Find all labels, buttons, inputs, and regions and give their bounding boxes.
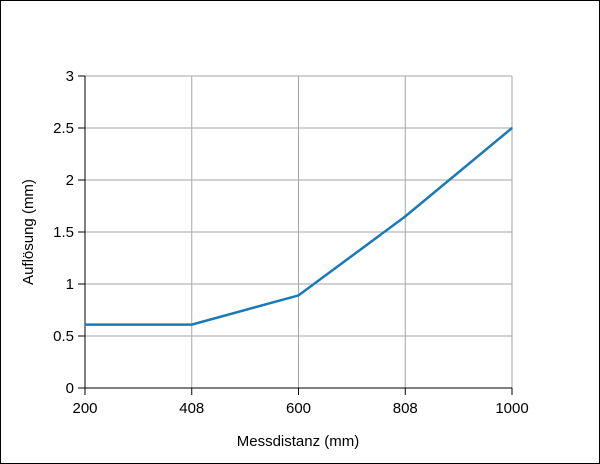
y-tick-label: 1.5 bbox=[53, 224, 74, 241]
data-point bbox=[404, 215, 407, 218]
y-axis-label: Auflösung (mm) bbox=[20, 179, 37, 285]
x-tick-label: 1000 bbox=[495, 400, 528, 417]
x-tick-label: 200 bbox=[72, 400, 97, 417]
x-tick-label: 408 bbox=[179, 400, 204, 417]
grid bbox=[85, 75, 513, 388]
axes bbox=[78, 75, 513, 395]
x-tick-label: 600 bbox=[286, 400, 311, 417]
data-point bbox=[511, 127, 513, 129]
data-point bbox=[297, 294, 300, 297]
y-tick-label: 3 bbox=[66, 68, 74, 85]
x-axis-label: Messdistanz (mm) bbox=[237, 433, 360, 450]
tick-labels: 0 0.5 1 1.5 2 2.5 3 200 408 600 808 1000 bbox=[53, 68, 529, 417]
y-tick-label: 0.5 bbox=[53, 328, 74, 345]
y-tick-label: 2 bbox=[66, 172, 74, 189]
data-point bbox=[190, 323, 193, 326]
y-tick-label: 2.5 bbox=[53, 120, 74, 137]
series-layer bbox=[84, 127, 513, 326]
x-tick-label: 808 bbox=[393, 400, 418, 417]
data-point bbox=[84, 323, 86, 326]
y-tick-label: 0 bbox=[66, 380, 74, 397]
y-tick-label: 1 bbox=[66, 276, 74, 293]
